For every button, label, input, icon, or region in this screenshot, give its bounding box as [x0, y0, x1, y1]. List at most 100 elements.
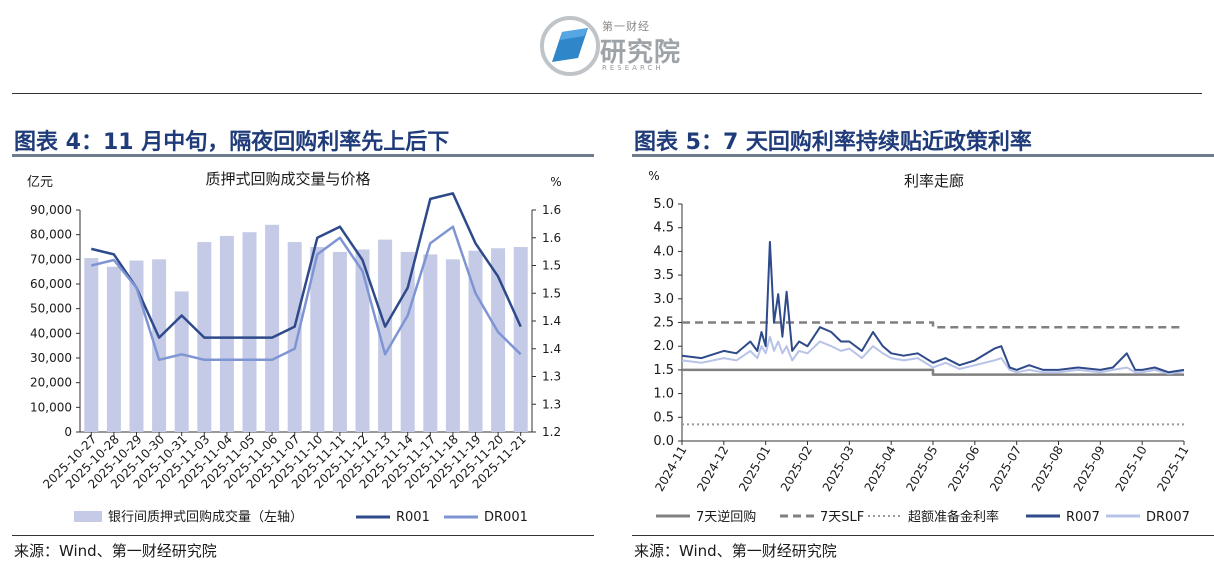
legend: 银行间质押式回购成交量（左轴） R001 DR001	[74, 509, 528, 525]
left-chart: 质押式回购成交量与价格 亿元 % 0 10,000 20,000 30,000 40,0…	[27, 170, 562, 525]
y-left-tick-label: 70,000	[30, 252, 72, 266]
y-left-tick-label: 90,000	[30, 203, 72, 217]
legend-label-slf: 7天SLF	[820, 510, 864, 525]
y-right-tick-label: 1.2	[542, 425, 561, 439]
legend-label-dr007: DR007	[1146, 510, 1190, 525]
legend-label-r007: R007	[1066, 510, 1100, 525]
legend-label-reverse-repo: 7天逆回购	[696, 509, 756, 525]
logo-small-text: 第一财经	[602, 20, 650, 33]
x-tick-label: 2025-02	[778, 444, 815, 494]
bar	[174, 291, 189, 432]
logo: 第一财经 研究院 RESEARCH	[540, 14, 700, 80]
bar	[129, 260, 144, 432]
left-source-rule	[12, 535, 594, 536]
bar	[355, 249, 370, 432]
right-source-rule	[632, 535, 1214, 536]
y-left-tick-label: 20,000	[30, 376, 72, 390]
y-left-tick-label: 0	[64, 425, 72, 439]
y-right-tick-label: 1.5	[542, 259, 561, 273]
bar	[400, 251, 415, 432]
y-right-tick-label: 1.3	[542, 397, 561, 411]
y-right-tick-label: 1.3	[542, 370, 561, 384]
legend-label-dr001: DR001	[484, 510, 528, 525]
logo-english-text: RESEARCH	[602, 64, 664, 72]
y-unit: %	[648, 169, 659, 183]
bar	[287, 242, 302, 432]
bar	[152, 259, 167, 432]
x-tick-label: 2024-12	[694, 444, 731, 494]
y-left-tick-label: 60,000	[30, 277, 72, 291]
y-tick-label: 1.0	[653, 387, 674, 402]
slf-line	[682, 321, 1184, 329]
bar	[265, 224, 280, 432]
bar	[445, 259, 460, 432]
header-divider	[12, 93, 1202, 94]
dr007-line	[681, 335, 1185, 375]
x-tick-label: 2025-06	[945, 444, 982, 494]
legend-label-r001: R001	[396, 510, 430, 525]
y-left-tick-label: 10,000	[30, 400, 72, 414]
y-left-tick-label: 30,000	[30, 351, 72, 365]
y-tick-label: 2.0	[653, 339, 674, 354]
r007-line	[681, 240, 1185, 374]
right-chart: 利率走廊 % 0.0 0.5 1.0 1.5 2.0 2.5 3.0 3.5 4.0 4.5 5.0…	[648, 169, 1191, 525]
y-tick-label: 4.5	[653, 221, 674, 236]
bar	[332, 251, 347, 432]
y-tick-label: 0.5	[653, 410, 674, 425]
y-right-tick-label: 1.4	[542, 314, 561, 328]
y-left-tick-label: 40,000	[30, 326, 72, 340]
bar	[513, 247, 528, 432]
legend-swatch-bar	[74, 511, 102, 522]
chart-title: 质押式回购成交量与价格	[205, 170, 370, 188]
y-right-tick-label: 1.5	[542, 286, 561, 300]
y-tick-label: 4.0	[653, 244, 674, 259]
bar	[84, 258, 99, 432]
x-tick-label: 2025-07	[987, 444, 1024, 494]
legend-label-excess-reserve: 超额准备金利率	[908, 509, 999, 525]
dr001-line	[91, 225, 522, 362]
r001-line	[91, 192, 522, 339]
bar	[378, 239, 393, 432]
y-tick-label: 0.0	[653, 434, 674, 449]
bar	[491, 248, 506, 432]
x-tick-label: 2025-05	[903, 444, 940, 494]
legend: 7天逆回购 7天SLF 超额准备金利率 R007 DR007	[656, 509, 1190, 525]
x-tick-label: 2025-09	[1071, 444, 1108, 494]
chart-title: 利率走廊	[904, 172, 964, 190]
bar	[219, 235, 234, 432]
x-tick-label: 2025-03	[820, 444, 857, 494]
y-tick-label: 3.5	[653, 268, 674, 283]
bar	[423, 254, 438, 432]
bar	[106, 266, 121, 432]
y-right-unit: %	[550, 175, 561, 189]
y-left-tick-label: 50,000	[30, 302, 72, 316]
left-source: 来源：Wind、第一财经研究院	[14, 542, 217, 560]
y-tick-label: 1.5	[653, 363, 674, 378]
bar	[242, 232, 257, 432]
y-left-tick-label: 80,000	[30, 228, 72, 242]
bar	[468, 250, 483, 432]
x-tick-label: 2025-10	[1113, 444, 1150, 494]
logo-icon	[540, 16, 600, 76]
right-title-rule	[632, 154, 1214, 157]
y-right-tick-label: 1.6	[542, 231, 561, 245]
y-tick-label: 2.5	[653, 316, 674, 331]
reverse-repo-line	[682, 368, 1184, 376]
x-tick-label: 2025-11	[1154, 444, 1191, 494]
y-tick-label: 5.0	[653, 197, 674, 212]
y-left-unit: 亿元	[27, 175, 53, 190]
logo-big-text: 研究院	[600, 38, 682, 68]
y-tick-label: 3.0	[653, 292, 674, 307]
right-figure-title: 图表 5：7 天回购利率持续贴近政策利率	[634, 130, 1032, 155]
y-right-tick-label: 1.4	[542, 342, 561, 356]
x-tick-label: 2025-08	[1029, 444, 1066, 494]
right-source: 来源：Wind、第一财经研究院	[634, 542, 837, 560]
x-tick-label: 2024-11	[652, 444, 689, 494]
bar	[310, 247, 325, 432]
left-title-rule	[12, 154, 594, 157]
left-figure-title: 图表 4：11 月中旬，隔夜回购利率先上后下	[14, 130, 450, 155]
x-tick-label: 2025-04	[862, 444, 899, 494]
x-tick-label: 2025-01	[736, 444, 773, 494]
legend-label-volume: 银行间质押式回购成交量（左轴）	[108, 509, 303, 525]
y-right-tick-label: 1.6	[542, 203, 561, 217]
